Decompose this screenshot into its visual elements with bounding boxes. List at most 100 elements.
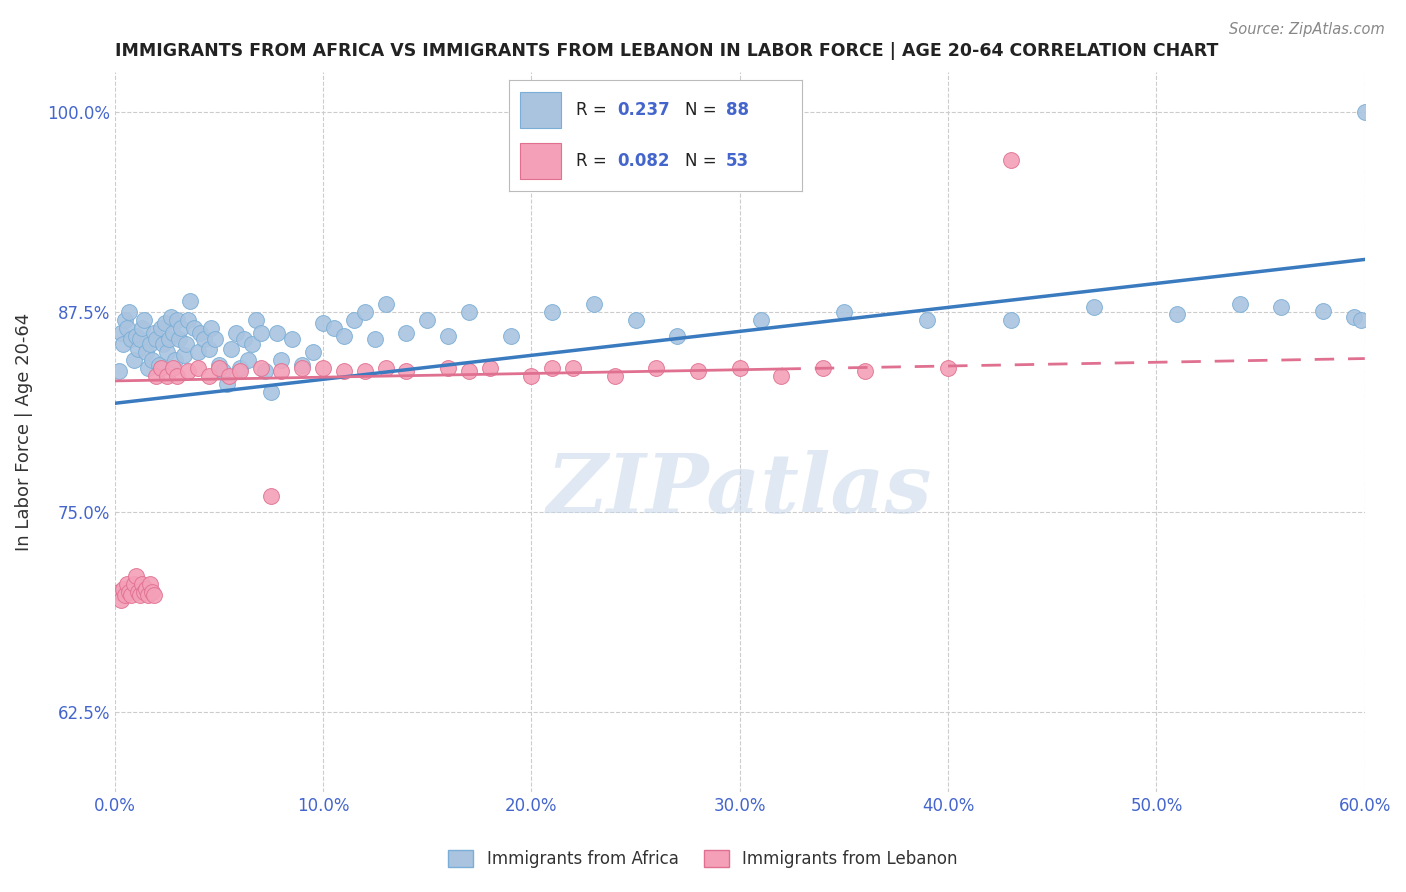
Point — [322, 321, 344, 335]
Point — [1350, 313, 1372, 327]
Point — [936, 361, 959, 376]
Point — [165, 353, 187, 368]
Point — [141, 353, 163, 368]
Point — [122, 577, 145, 591]
Point — [149, 361, 172, 376]
Point — [749, 313, 772, 327]
Point — [374, 361, 396, 376]
Point — [122, 353, 145, 368]
Point — [112, 582, 135, 596]
Point — [166, 313, 188, 327]
Point — [143, 588, 166, 602]
Point — [333, 364, 356, 378]
Point — [120, 588, 142, 602]
Point — [395, 326, 418, 340]
Point — [110, 593, 132, 607]
Point — [688, 364, 710, 378]
Point — [218, 369, 240, 384]
Point — [117, 321, 139, 335]
Point — [212, 364, 235, 378]
Point — [499, 329, 522, 343]
Point — [260, 385, 283, 400]
Point — [333, 329, 356, 343]
Point — [770, 369, 793, 384]
Point — [1000, 313, 1022, 327]
Point — [170, 321, 193, 335]
Point — [343, 313, 366, 327]
Point — [1166, 307, 1188, 321]
Point — [603, 369, 626, 384]
Point — [245, 313, 267, 327]
Point — [541, 305, 564, 319]
Point — [270, 364, 292, 378]
Point — [108, 585, 131, 599]
Point — [139, 337, 162, 351]
Point — [281, 332, 304, 346]
Point — [260, 489, 283, 503]
Point — [143, 326, 166, 340]
Point — [624, 313, 647, 327]
Text: ZIPatlas: ZIPatlas — [547, 450, 932, 530]
Point — [353, 364, 375, 378]
Point — [131, 321, 153, 335]
Point — [917, 313, 939, 327]
Point — [1343, 310, 1365, 324]
Point — [120, 332, 142, 346]
Point — [312, 361, 335, 376]
Point — [291, 361, 314, 376]
Point — [541, 361, 564, 376]
Point — [353, 305, 375, 319]
Point — [118, 585, 141, 599]
Point — [141, 585, 163, 599]
Point — [197, 369, 219, 384]
Point — [156, 345, 179, 359]
Point — [666, 329, 689, 343]
Point — [236, 353, 259, 368]
Point — [312, 317, 335, 331]
Point — [229, 364, 252, 378]
Point — [728, 361, 751, 376]
Point — [152, 337, 174, 351]
Point — [156, 369, 179, 384]
Point — [149, 321, 172, 335]
Point — [176, 364, 198, 378]
Point — [208, 358, 231, 372]
Point — [208, 361, 231, 376]
Point — [179, 293, 201, 308]
Point — [253, 364, 276, 378]
Point — [478, 361, 501, 376]
Point — [153, 317, 176, 331]
Point — [131, 577, 153, 591]
Point — [124, 569, 146, 583]
Point — [200, 321, 222, 335]
Point — [204, 332, 226, 346]
Point — [1000, 153, 1022, 168]
Point — [225, 326, 247, 340]
Point — [437, 361, 460, 376]
Point — [145, 369, 167, 384]
Point — [832, 305, 855, 319]
Point — [416, 313, 439, 327]
Point — [374, 297, 396, 311]
Point — [193, 332, 215, 346]
Text: IMMIGRANTS FROM AFRICA VS IMMIGRANTS FROM LEBANON IN LABOR FORCE | AGE 20-64 COR: IMMIGRANTS FROM AFRICA VS IMMIGRANTS FRO… — [115, 42, 1218, 60]
Point — [169, 332, 191, 346]
Point — [582, 297, 605, 311]
Point — [132, 585, 155, 599]
Point — [217, 377, 239, 392]
Text: Source: ZipAtlas.com: Source: ZipAtlas.com — [1229, 22, 1385, 37]
Point — [127, 585, 149, 599]
Point — [157, 332, 180, 346]
Point — [249, 361, 271, 376]
Point — [249, 326, 271, 340]
Point — [139, 577, 162, 591]
Point — [132, 313, 155, 327]
Point — [108, 364, 131, 378]
Point — [162, 361, 184, 376]
Point — [1354, 105, 1376, 120]
Point — [128, 588, 150, 602]
Point — [229, 361, 252, 376]
Point — [127, 342, 149, 356]
Point — [291, 358, 314, 372]
Point — [1270, 301, 1292, 315]
